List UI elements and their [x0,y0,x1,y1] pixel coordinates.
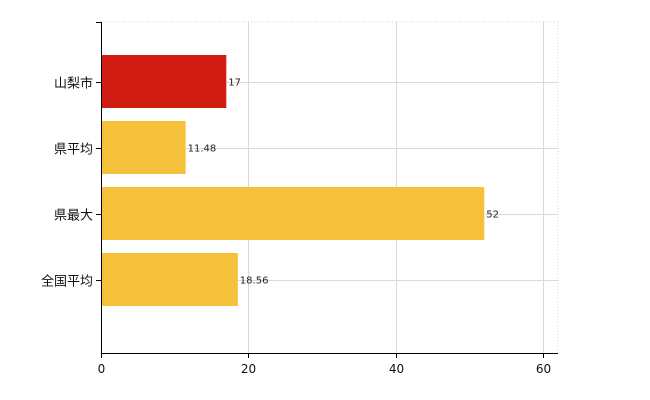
x-tick-label: 60 [536,362,551,376]
x-tick-label: 0 [98,362,106,376]
category-label: 山梨市 [54,76,93,92]
x-tick-label: 20 [241,362,256,376]
data-label: 18.56 [240,276,269,287]
axes [96,22,558,358]
data-label: 11.48 [188,144,217,155]
bar [101,187,485,240]
bars [101,55,485,306]
bar [101,253,238,306]
bar [101,55,227,108]
bar [101,121,186,174]
data-label: 52 [486,210,499,221]
category-label: 県最大 [54,209,93,224]
category-label: 県平均 [54,143,93,158]
category-label: 全国平均 [41,274,93,290]
x-tick-label: 40 [389,362,404,376]
data-label: 17 [228,78,241,89]
